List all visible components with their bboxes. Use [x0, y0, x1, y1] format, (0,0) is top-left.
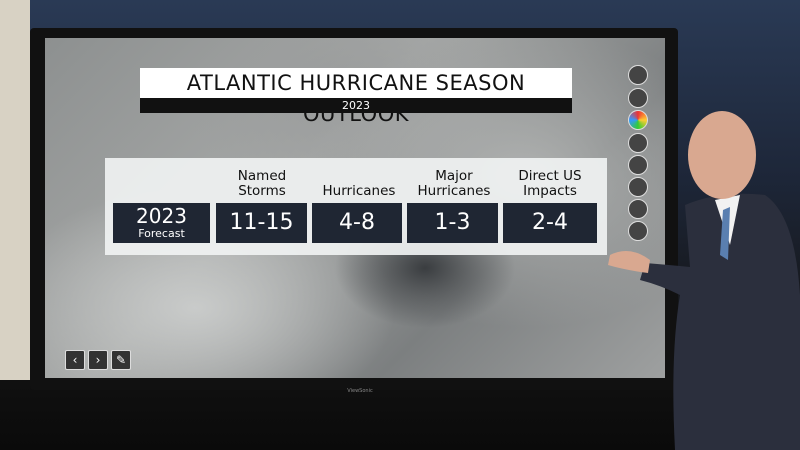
value-cell: 2-4 — [503, 203, 597, 243]
tool-button[interactable] — [628, 155, 648, 175]
tool-button[interactable] — [628, 177, 648, 197]
presenter — [608, 111, 800, 450]
tool-button[interactable] — [628, 110, 648, 130]
title: ATLANTIC HURRICANE SEASON OUTLOOK — [140, 68, 572, 126]
value-cell: 1-3 — [407, 203, 498, 243]
column-header: Direct US Impacts — [518, 168, 582, 199]
tool-button[interactable] — [628, 65, 648, 85]
value-cell: 4-8 — [312, 203, 402, 243]
row-label: 2023 Forecast — [113, 203, 210, 243]
subtitle: 2023 — [140, 98, 572, 113]
column-header: Hurricanes — [322, 183, 396, 199]
nav-next[interactable]: › — [88, 350, 108, 370]
column-header: Named Storms — [237, 168, 287, 199]
value-cell: 11-15 — [216, 203, 307, 243]
wall — [0, 0, 30, 380]
nav-prev[interactable]: ‹ — [65, 350, 85, 370]
row-text: Forecast — [138, 227, 185, 240]
tool-button[interactable] — [628, 199, 648, 219]
tool-button[interactable] — [628, 221, 648, 241]
bezel-brand: ViewSonic — [347, 388, 373, 394]
nav-pen[interactable]: ✎ — [111, 350, 131, 370]
column-header: Major Hurricanes — [417, 168, 491, 199]
tool-button[interactable] — [628, 133, 648, 153]
row-year: 2023 — [136, 204, 187, 228]
tool-button[interactable] — [628, 88, 648, 108]
